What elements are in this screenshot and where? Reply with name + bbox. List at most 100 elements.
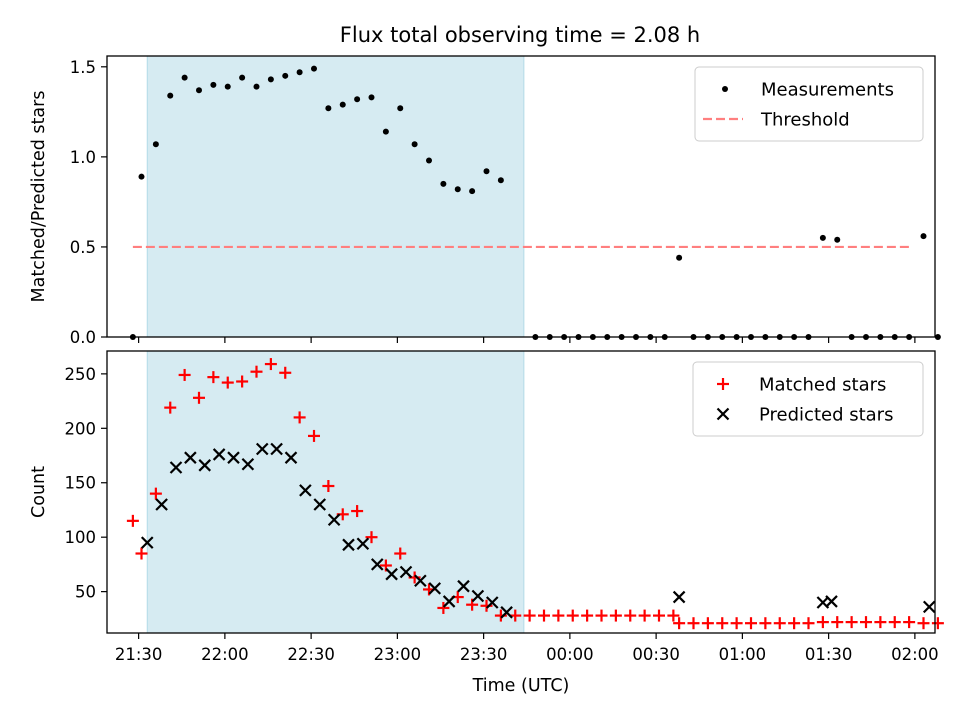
data-point	[595, 609, 608, 622]
data-point-d2	[442, 595, 456, 608]
data-point-d2	[370, 558, 384, 571]
legend-box	[692, 361, 924, 437]
data-point	[931, 617, 944, 630]
data-point-d2	[399, 565, 413, 579]
data-point	[874, 616, 887, 629]
y-tick-label: 0.5	[70, 238, 96, 257]
data-point	[368, 94, 375, 101]
data-point-d2	[284, 451, 298, 464]
data-point	[730, 617, 743, 630]
data-point	[834, 236, 841, 243]
legend-entry: Measurements	[722, 80, 894, 101]
data-point	[437, 601, 450, 614]
data-point	[207, 371, 220, 384]
data-point	[164, 401, 177, 414]
panel-top: 0.0 0.5 1.0 1.5 Matched/Predicted stars Measu…	[29, 55, 941, 347]
data-point	[250, 365, 263, 378]
legend-label: Measurements	[761, 80, 894, 101]
data-point	[385, 567, 398, 581]
data-point	[239, 74, 246, 81]
data-point	[523, 609, 536, 622]
data-point	[351, 505, 364, 518]
data-point-d2	[140, 536, 154, 549]
data-point	[825, 595, 838, 608]
data-point	[672, 590, 686, 604]
x-tick-label: 23:00	[374, 645, 422, 664]
legend-box	[694, 66, 924, 142]
data-point	[469, 188, 476, 195]
data-point	[313, 498, 327, 511]
data-point	[428, 582, 442, 595]
data-point-d2	[155, 498, 168, 511]
data-point	[178, 368, 191, 381]
data-point	[296, 69, 303, 76]
data-point	[221, 376, 234, 389]
data-point	[210, 81, 217, 88]
data-point	[609, 609, 622, 622]
data-point	[454, 186, 461, 193]
y-tick-label: 150	[65, 474, 97, 493]
data-point	[138, 173, 145, 180]
data-point	[745, 617, 757, 630]
legend: Matched stars Predicted stars	[692, 361, 924, 437]
figure-title: Flux total observing time = 2.08 h	[340, 23, 700, 47]
data-point	[227, 451, 240, 464]
shaded-interval	[146, 55, 525, 338]
data-point	[471, 589, 485, 603]
data-point	[149, 487, 162, 500]
data-point-d2	[816, 596, 830, 609]
data-point-d2	[457, 579, 470, 593]
data-point-d2	[342, 538, 355, 552]
data-point	[282, 72, 289, 79]
x-tick-label: 00:00	[546, 645, 594, 664]
data-point	[773, 617, 786, 630]
data-point	[308, 429, 320, 442]
data-point-d2	[385, 567, 398, 581]
x-tick-label: 01:30	[805, 645, 853, 664]
data-point	[788, 617, 801, 630]
data-point-d2	[255, 442, 269, 456]
y-tick-label: 50	[75, 583, 96, 602]
data-point	[327, 513, 341, 527]
data-point	[212, 448, 226, 461]
data-point-d2	[428, 582, 442, 595]
data-point	[440, 180, 447, 187]
x-tick-label: 21:30	[115, 645, 163, 664]
data-point	[135, 547, 148, 560]
x-tick-label: 22:30	[287, 645, 335, 664]
data-point	[903, 616, 916, 629]
data-point-d2	[485, 596, 499, 609]
data-point	[917, 617, 930, 630]
data-point	[196, 87, 202, 94]
data-point	[845, 616, 858, 629]
y-tick-label: 250	[65, 365, 97, 384]
data-point-d2	[672, 590, 686, 604]
data-point	[581, 609, 594, 622]
data-point	[860, 616, 872, 629]
data-point	[198, 459, 212, 472]
data-point	[140, 536, 154, 549]
shaded-interval	[146, 350, 525, 634]
data-point-d2	[414, 574, 427, 588]
data-point	[676, 254, 683, 261]
data-point	[181, 74, 188, 81]
data-point-d2	[313, 498, 327, 511]
data-point	[184, 451, 197, 464]
data-point	[888, 616, 901, 629]
axes-frame	[106, 350, 936, 634]
data-point	[169, 461, 183, 474]
data-point	[394, 547, 407, 560]
data-point	[922, 600, 936, 614]
data-point	[356, 537, 370, 550]
data-point	[483, 168, 490, 175]
data-point	[255, 442, 269, 456]
data-point	[397, 105, 404, 112]
data-point	[299, 484, 312, 497]
data-point-d2	[184, 451, 197, 464]
data-point	[414, 574, 427, 588]
data-point	[442, 595, 456, 608]
data-point-d2	[241, 457, 255, 471]
data-point	[284, 451, 298, 464]
data-point	[339, 101, 346, 108]
